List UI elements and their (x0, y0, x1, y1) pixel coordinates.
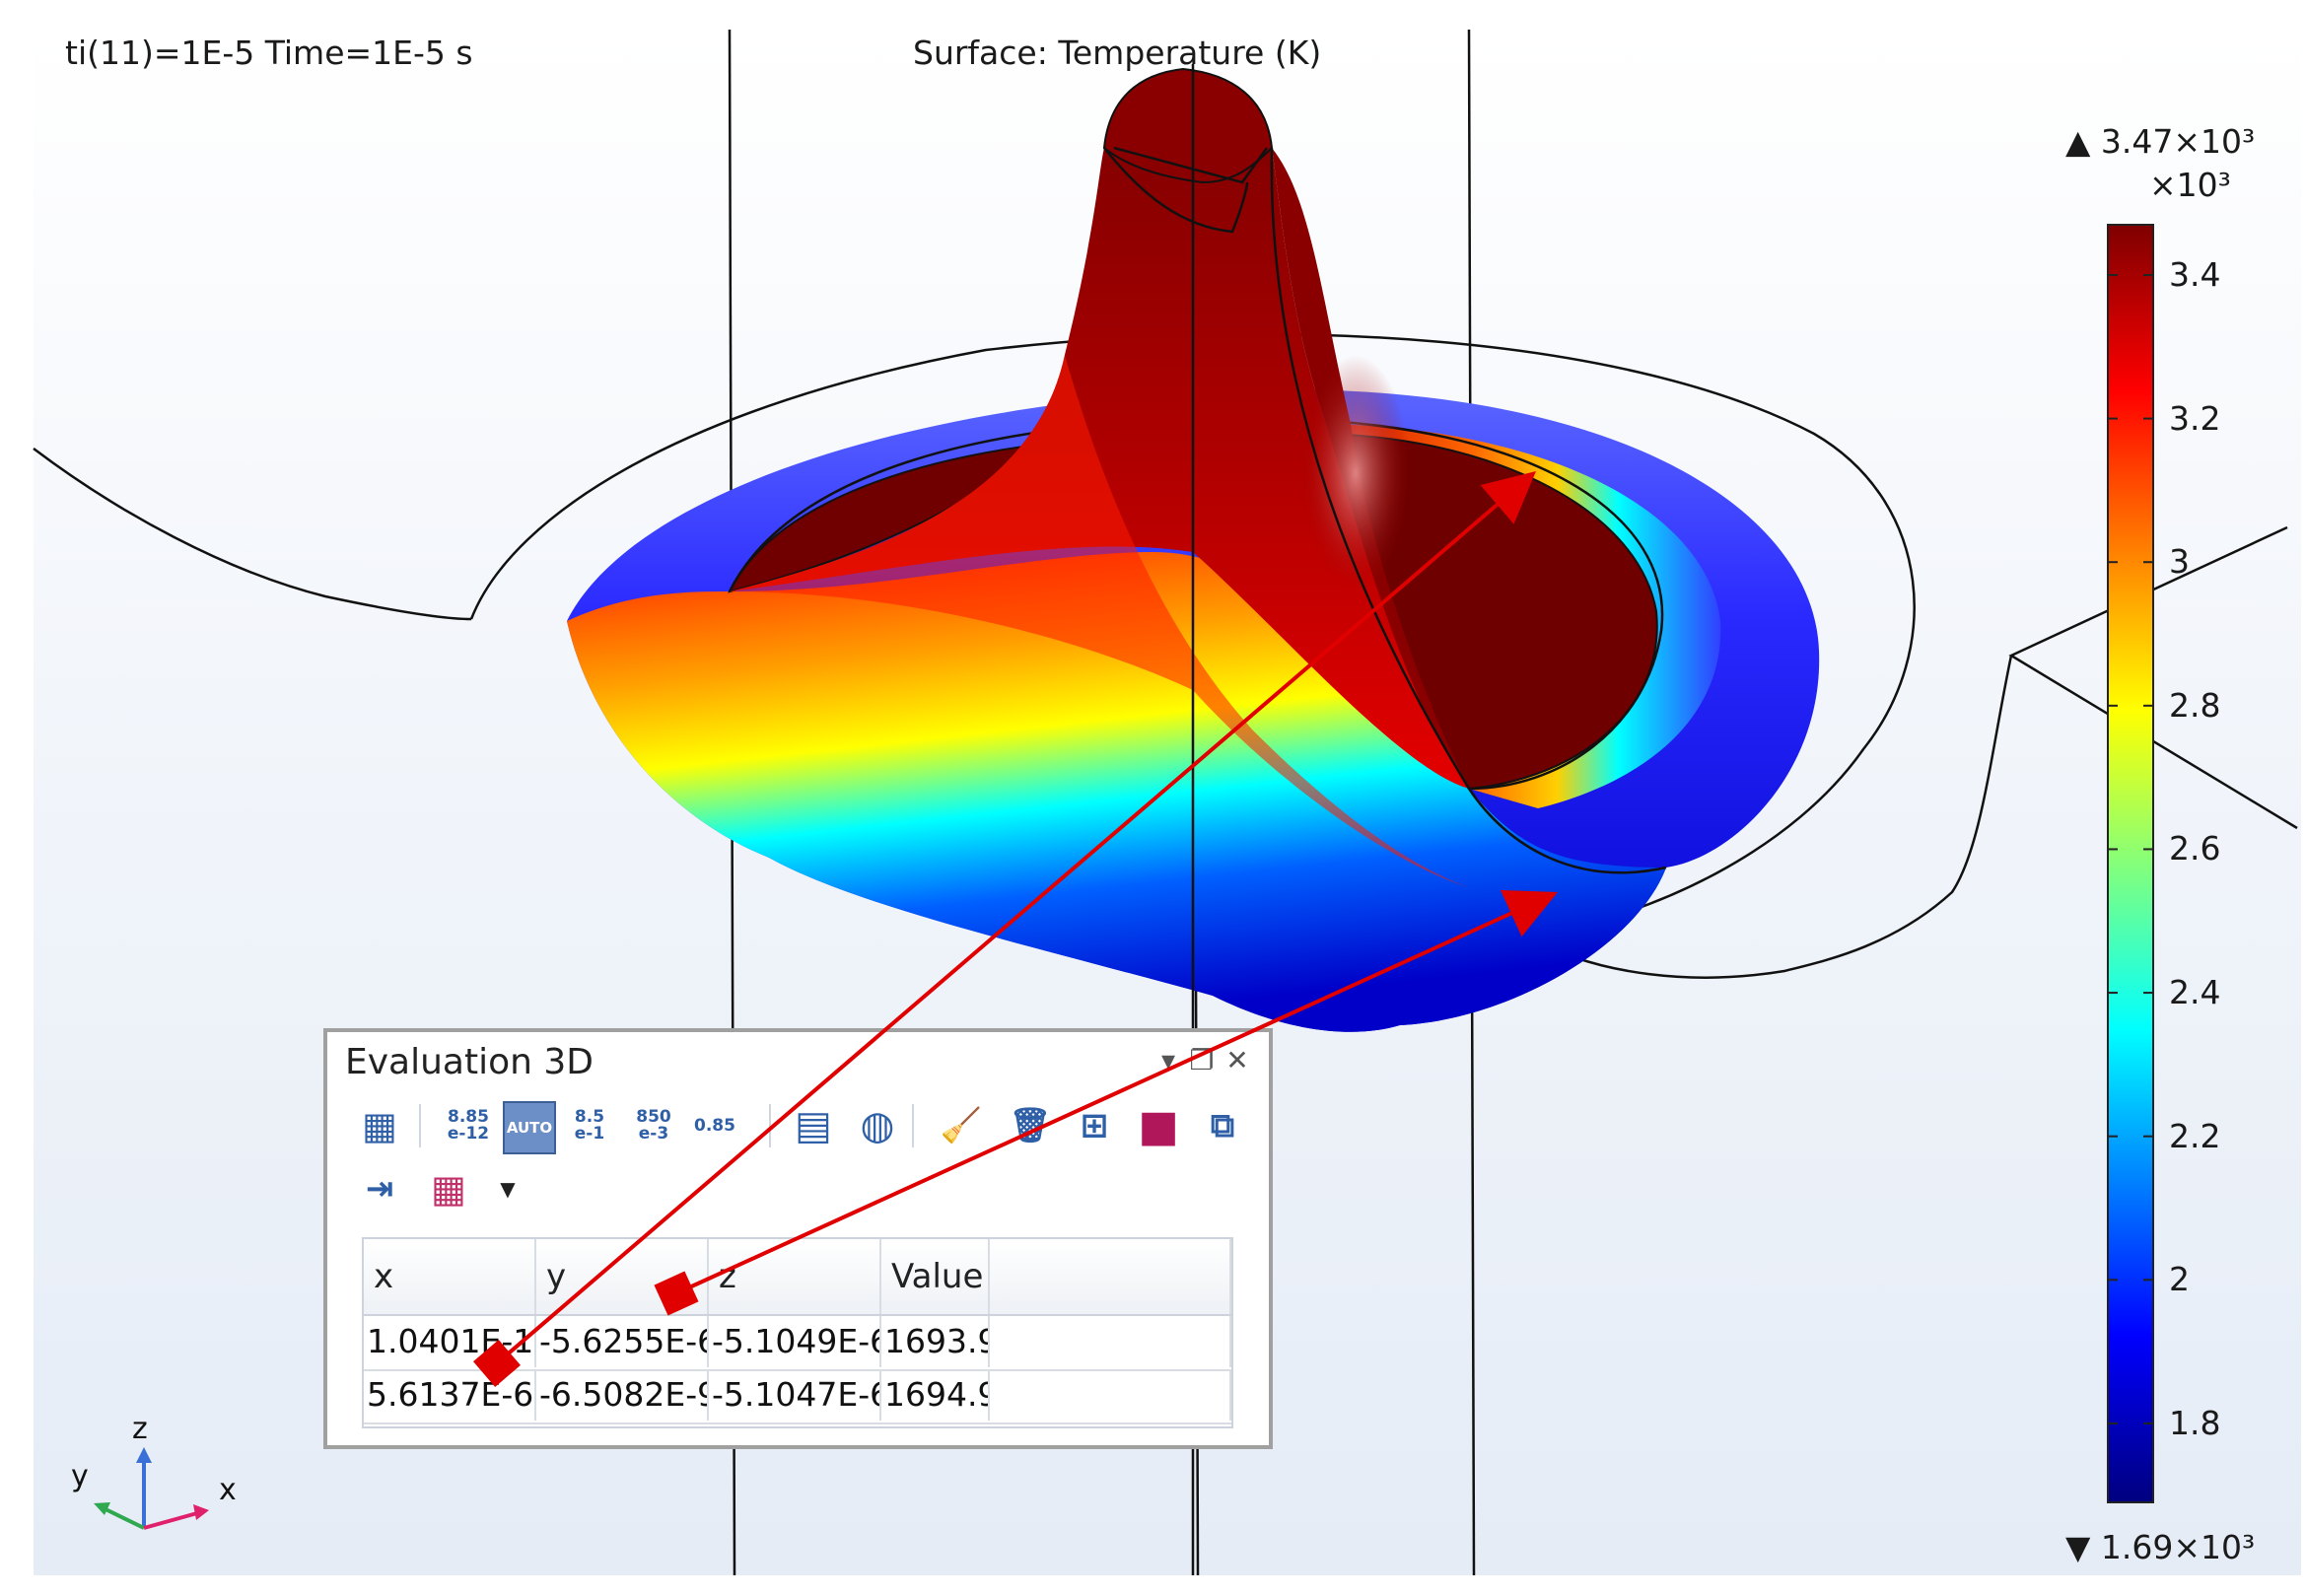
plot-title: Surface: Temperature (K) (913, 34, 1322, 72)
grid-icon[interactable]: ◍ (860, 1102, 895, 1148)
column-header[interactable] (990, 1239, 1231, 1314)
colorbar-tick-label: 2.4 (2169, 973, 2221, 1012)
y-axis-label: y (71, 1459, 89, 1493)
table-cell: 5.6137E-6 (364, 1369, 536, 1421)
format-auto-icon[interactable]: AUTO (503, 1101, 556, 1154)
colorbar-gradient (2107, 224, 2154, 1503)
colorbar-min-label: ▼ 1.69×10³ (2065, 1528, 2256, 1566)
column-header[interactable]: Value (881, 1239, 990, 1314)
axes-triad (94, 1447, 209, 1530)
table-cell (990, 1316, 1231, 1367)
dome-top-cap (1102, 67, 1274, 184)
format-engineering-icon[interactable]: 8.5 e-1 (574, 1107, 605, 1144)
colorbar-tick-label: 1.8 (2169, 1403, 2221, 1442)
colorbar-tick-label: 3.4 (2169, 254, 2221, 294)
colorbar-multiplier: ×10³ (2149, 166, 2231, 204)
color-icon[interactable]: ■ (1138, 1100, 1179, 1151)
evaluation-table[interactable]: x y z Value 1.0401E-10 -5.6255E-6 -5.1049E-6 1… (362, 1237, 1233, 1428)
dome-top-line (1113, 146, 1269, 184)
y-axis-head (94, 1502, 110, 1515)
copy-table-icon[interactable]: ⧉ (1210, 1105, 1235, 1145)
more-dropdown-icon[interactable]: ▼ (500, 1176, 516, 1201)
panel-close-button[interactable]: ✕ (1225, 1044, 1249, 1076)
panel-toolbar: ▦ 8.85 e-12 AUTO 8.5 e-1 850 e-3 0.85 ▤ ◍ 🧹 🗑 ⊞ ■ ⧉ ⇥… (355, 1101, 1252, 1219)
export-table-icon[interactable]: ⊞ (1080, 1105, 1109, 1145)
format-decimal-icon[interactable]: 0.85 (694, 1115, 735, 1136)
boundary-line-left (33, 448, 472, 621)
panel-menu-button[interactable]: ▾ (1160, 1044, 1176, 1076)
colorbar-tick-label: 3 (2169, 542, 2190, 582)
clear-broom-icon[interactable]: 🧹 (940, 1105, 983, 1145)
table-cell (990, 1369, 1231, 1421)
format-scientific-icon[interactable]: 8.85 e-12 (447, 1107, 490, 1144)
table-cell: -6.5082E-9 (536, 1369, 709, 1421)
full-precision-icon[interactable]: ⇥ (365, 1168, 394, 1209)
panel-title: Evaluation 3D (345, 1042, 594, 1082)
toolbar-separator (769, 1104, 771, 1147)
toolbar-separator (912, 1104, 914, 1147)
dome-edge-line-1 (1103, 147, 1249, 234)
table-cell: -5.1049E-6 (709, 1316, 881, 1367)
panel-restore-button[interactable]: ❐ (1189, 1044, 1215, 1076)
colorbar-tick-label: 3.2 (2169, 398, 2221, 438)
y-axis-arrow (103, 1506, 145, 1530)
table-cell: 1693.9 (881, 1316, 990, 1367)
colorbar-tick-label: 2.8 (2169, 685, 2221, 725)
colorbar-ticks (2108, 273, 2153, 1424)
table-cell: -5.1047E-6 (709, 1369, 881, 1421)
z-axis-head (136, 1447, 152, 1463)
toolbar-separator (419, 1104, 421, 1147)
x-axis-arrow (143, 1511, 198, 1530)
panel-header[interactable]: Evaluation 3D ▾ ❐ ✕ (327, 1032, 1269, 1091)
column-header[interactable]: y (536, 1239, 709, 1314)
table-icon[interactable]: ▤ (795, 1102, 832, 1148)
dome-sheen (1301, 355, 1410, 591)
table-cell: 1694.9 (881, 1369, 990, 1421)
table-header: x y z Value (364, 1239, 1231, 1316)
format-engineering-alt-icon[interactable]: 850 e-3 (636, 1107, 671, 1144)
colorbar-tick-label: 2 (2169, 1260, 2190, 1299)
table-layout-icon[interactable]: ▦ (431, 1166, 466, 1211)
colorbar-max-label: ▲ 3.47×10³ (2065, 122, 2256, 161)
x-axis-label: x (219, 1473, 237, 1507)
boundary-line-right (1527, 525, 2298, 979)
colorbar-tick-label: 2.2 (2169, 1116, 2221, 1155)
x-axis-head (193, 1504, 209, 1520)
time-label: ti(11)=1E-5 Time=1E-5 s (65, 34, 473, 72)
column-header[interactable]: x (364, 1239, 536, 1314)
evaluate-icon[interactable]: ▦ (362, 1103, 397, 1147)
table-cell: -5.6255E-6 (536, 1316, 709, 1367)
table-row[interactable]: 5.6137E-6 -6.5082E-9 -5.1047E-6 1694.9 (364, 1369, 1231, 1424)
evaluation-3d-panel[interactable]: Evaluation 3D ▾ ❐ ✕ ▦ 8.85 e-12 AUTO 8.5 e-… (323, 1028, 1273, 1449)
dome-right-side (1272, 148, 1469, 789)
outer-boundary-ellipse (469, 332, 1916, 938)
table-row[interactable]: 1.0401E-10 -5.6255E-6 -5.1049E-6 1693.9 (364, 1316, 1231, 1371)
column-header[interactable]: z (709, 1239, 881, 1314)
z-axis-label: z (132, 1412, 148, 1446)
colorbar-tick-label: 2.6 (2169, 829, 2221, 868)
table-cell: 1.0401E-10 (364, 1316, 536, 1367)
delete-icon[interactable]: 🗑 (1009, 1105, 1052, 1145)
